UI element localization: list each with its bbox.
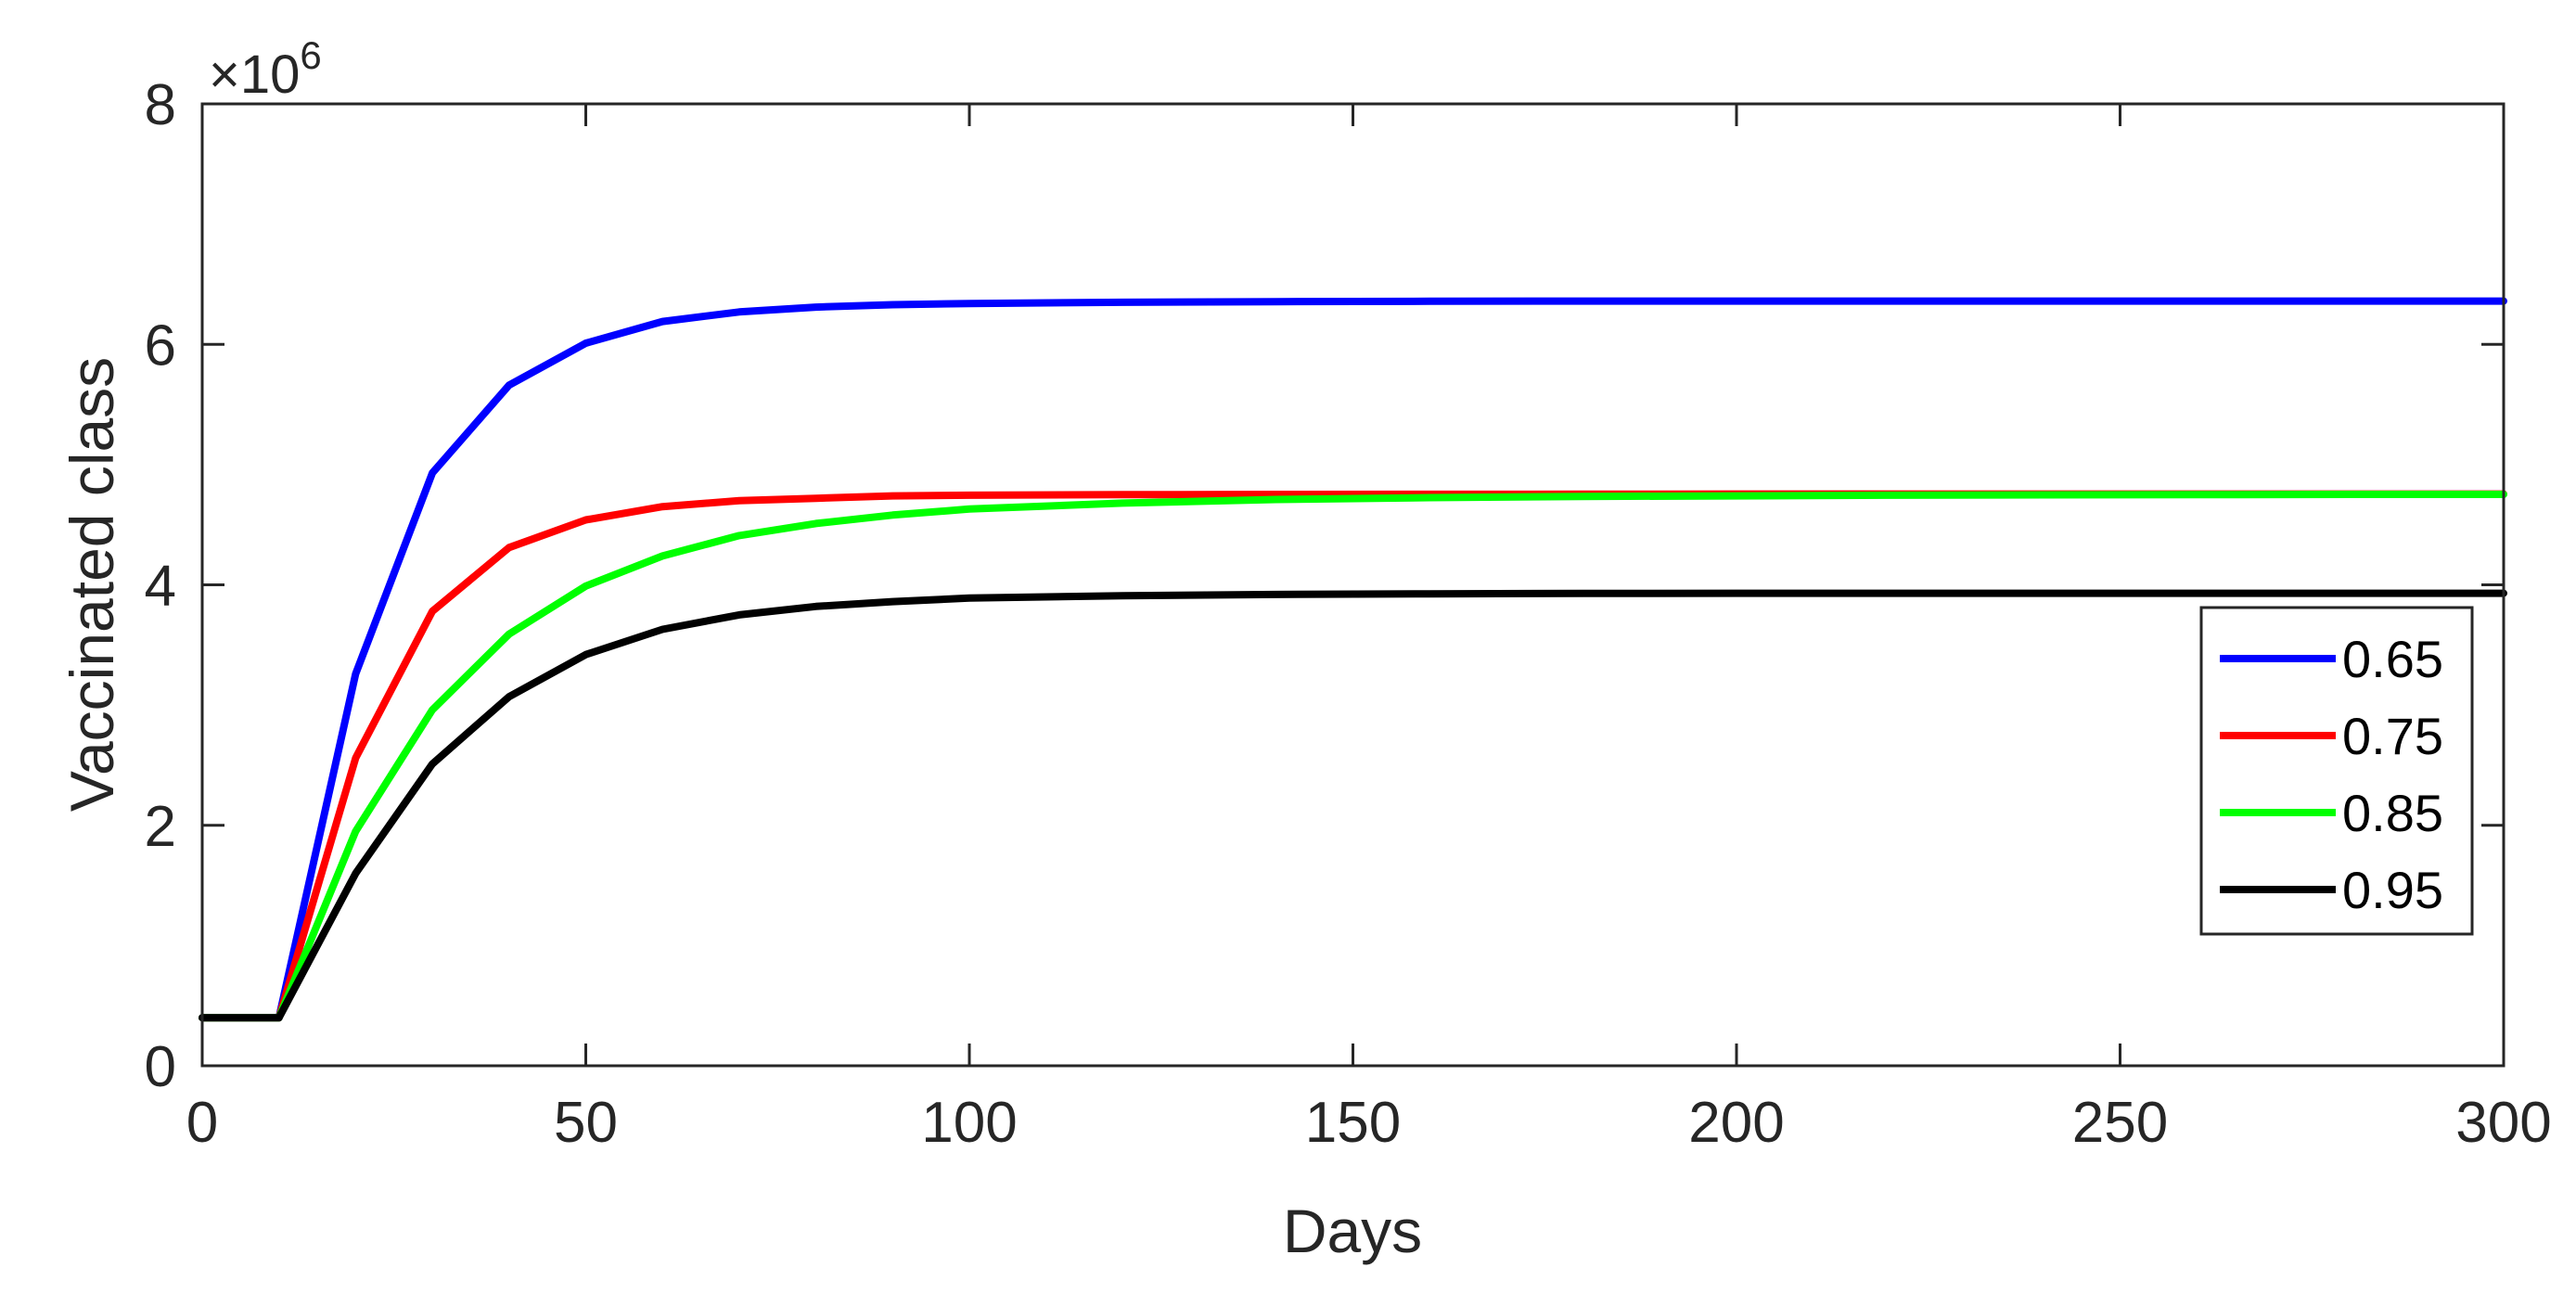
y-tick-label: 0 [145,1035,176,1099]
x-axis-ticks: 0 50 100 150 200 250 300 [186,104,2552,1155]
x-tick-label: 300 [2455,1091,2551,1155]
plot-area [202,104,2504,1066]
y-axis-exponent: ×106 [209,33,322,105]
y-axis-label: Vaccinated class [58,357,126,812]
y-exponent-times: ×10 [209,45,300,105]
x-tick-label: 150 [1305,1091,1401,1155]
series-line-3 [199,491,2507,1022]
legend-items: 0.65 0.75 0.85 0.95 [2220,630,2443,919]
legend-label-2: 0.75 [2342,707,2443,765]
series-line-4 [199,589,2507,1022]
y-tick-label: 4 [145,555,176,619]
series-layer [199,297,2507,1022]
legend: 0.65 0.75 0.85 0.95 [2199,606,2474,936]
x-tick-label: 200 [1688,1091,1784,1155]
legend-label-3: 0.85 [2342,784,2443,842]
legend-label-4: 0.95 [2342,861,2443,919]
y-exponent-power: 6 [300,33,321,77]
legend-label-1: 0.65 [2342,630,2443,688]
x-axis-label: Days [1283,1197,1422,1265]
y-tick-label: 2 [145,795,176,859]
x-tick-label: 100 [921,1091,1017,1155]
y-tick-label: 6 [145,314,176,378]
x-tick-label: 0 [186,1091,218,1155]
x-tick-label: 250 [2072,1091,2168,1155]
y-axis-ticks: 0 2 4 6 8 [145,73,2504,1099]
y-tick-label: 8 [145,73,176,137]
series-line-1 [199,297,2507,1022]
x-tick-label: 50 [554,1091,618,1155]
